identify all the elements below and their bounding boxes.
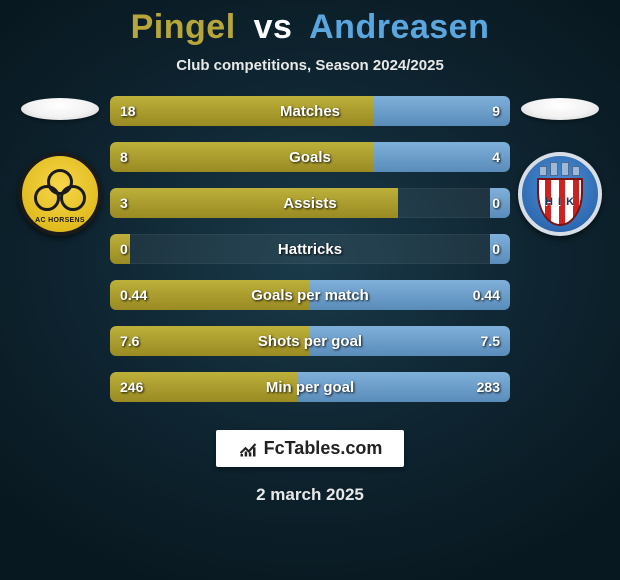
comparison-arena: AC HORSENS 189Matches 84Goals 30Assists 00H…: [0, 92, 620, 422]
stat-row: 00Hattricks: [110, 234, 510, 264]
subtitle: Club competitions, Season 2024/2025: [0, 57, 620, 74]
stat-row: 84Goals: [110, 142, 510, 172]
stat-fill-left: [110, 326, 310, 356]
stat-fill-left: [110, 96, 374, 126]
club-badge-left-label: AC HORSENS: [22, 217, 98, 224]
stat-fill-right: [374, 142, 510, 172]
brand-chart-icon: [238, 439, 258, 459]
stat-fill-left: [110, 372, 298, 402]
page-title: Pingel vs Andreasen: [0, 0, 620, 47]
stat-fill-left: [110, 280, 310, 310]
hobro-shield-icon: [537, 178, 583, 226]
brand-text: FcTables.com: [264, 438, 383, 459]
date-text: 2 march 2025: [256, 485, 364, 505]
brand-link[interactable]: FcTables.com: [216, 430, 405, 467]
stat-fill-right: [374, 96, 510, 126]
stat-row: 30Assists: [110, 188, 510, 218]
player-right-photo: [521, 98, 599, 120]
horsens-rings-icon: [34, 171, 86, 211]
footer: FcTables.com 2 march 2025: [0, 430, 620, 505]
stat-fill-right: [490, 188, 510, 218]
stat-fill-right: [310, 326, 510, 356]
stat-fill-left: [110, 234, 130, 264]
title-player2: Andreasen: [309, 8, 489, 46]
player-right-block: [500, 92, 620, 236]
hobro-castle-icon: [539, 162, 581, 176]
root: Pingel vs Andreasen Club competitions, S…: [0, 0, 620, 580]
stat-row: 189Matches: [110, 96, 510, 126]
player-left-block: AC HORSENS: [0, 92, 120, 236]
stat-label: Hattricks: [110, 234, 510, 264]
player-left-photo: [21, 98, 99, 120]
club-badge-right: [518, 152, 602, 236]
club-badge-left: AC HORSENS: [18, 152, 102, 236]
stat-fill-left: [110, 142, 374, 172]
stat-fill-left: [110, 188, 398, 218]
stat-bars: 189Matches 84Goals 30Assists 00Hattricks 0.4…: [110, 96, 510, 402]
stat-row: 7.67.5Shots per goal: [110, 326, 510, 356]
title-vs: vs: [254, 8, 293, 46]
stat-fill-right: [490, 234, 510, 264]
stat-fill-right: [310, 280, 510, 310]
stat-fill-right: [298, 372, 510, 402]
stat-row: 0.440.44Goals per match: [110, 280, 510, 310]
stat-row: 246283Min per goal: [110, 372, 510, 402]
title-player1: Pingel: [131, 8, 236, 46]
